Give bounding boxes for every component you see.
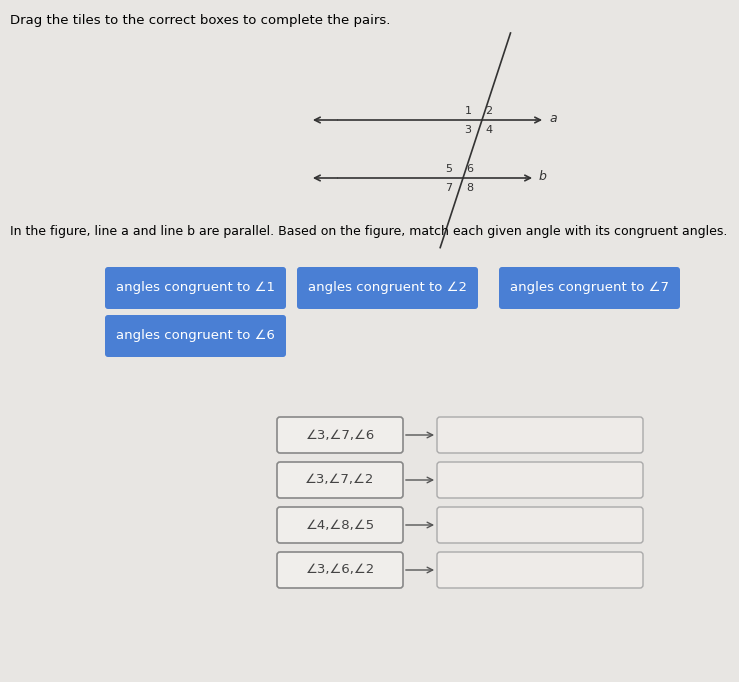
Text: ∠3,∠7,∠6: ∠3,∠7,∠6: [305, 428, 375, 441]
Text: In the figure, line a and line b are parallel. Based on the figure, match each g: In the figure, line a and line b are par…: [10, 225, 727, 238]
Text: 2: 2: [486, 106, 493, 116]
FancyBboxPatch shape: [105, 315, 286, 357]
Text: b: b: [539, 170, 547, 183]
Text: 8: 8: [466, 183, 474, 193]
Text: ∠4,∠8,∠5: ∠4,∠8,∠5: [305, 518, 375, 531]
Text: 5: 5: [446, 164, 452, 174]
FancyBboxPatch shape: [277, 462, 403, 498]
FancyBboxPatch shape: [277, 552, 403, 588]
Text: 3: 3: [465, 125, 471, 135]
FancyBboxPatch shape: [437, 552, 643, 588]
Text: 6: 6: [466, 164, 474, 174]
Text: 1: 1: [465, 106, 471, 116]
FancyBboxPatch shape: [277, 417, 403, 453]
FancyBboxPatch shape: [437, 507, 643, 543]
Text: angles congruent to ∠7: angles congruent to ∠7: [510, 282, 669, 295]
Text: 4: 4: [486, 125, 493, 135]
Text: angles congruent to ∠6: angles congruent to ∠6: [116, 329, 275, 342]
Text: 7: 7: [446, 183, 452, 193]
FancyBboxPatch shape: [437, 462, 643, 498]
Text: a: a: [549, 113, 556, 125]
FancyBboxPatch shape: [499, 267, 680, 309]
Text: ∠3,∠6,∠2: ∠3,∠6,∠2: [305, 563, 375, 576]
Text: angles congruent to ∠1: angles congruent to ∠1: [116, 282, 275, 295]
FancyBboxPatch shape: [277, 507, 403, 543]
FancyBboxPatch shape: [437, 417, 643, 453]
Text: Drag the tiles to the correct boxes to complete the pairs.: Drag the tiles to the correct boxes to c…: [10, 14, 390, 27]
FancyBboxPatch shape: [297, 267, 478, 309]
Text: angles congruent to ∠2: angles congruent to ∠2: [308, 282, 467, 295]
Text: ∠3,∠7,∠2: ∠3,∠7,∠2: [305, 473, 375, 486]
FancyBboxPatch shape: [105, 267, 286, 309]
